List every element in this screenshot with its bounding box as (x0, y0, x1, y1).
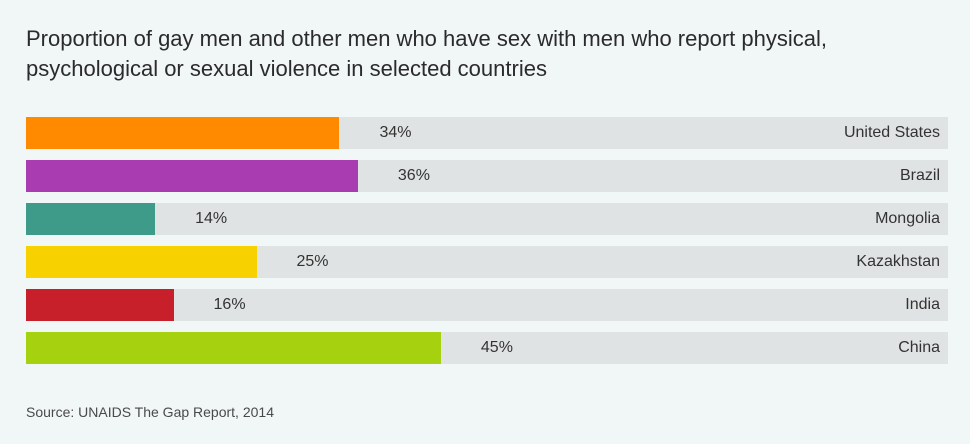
bar-row: 14% Mongolia (26, 203, 948, 235)
bar-row: 45% China (26, 332, 948, 364)
bar (26, 246, 257, 278)
bar-row: 36% Brazil (26, 160, 948, 192)
bar-value-label: 45% (480, 339, 513, 356)
bar (26, 289, 174, 321)
bar-row: 16% India (26, 289, 948, 321)
bar (26, 332, 441, 364)
category-label: Brazil (899, 167, 940, 184)
category-label: Kazakhstan (856, 253, 940, 270)
bar-value-label: 25% (296, 253, 329, 270)
bar-row: 25% Kazakhstan (26, 246, 948, 278)
category-label: Mongolia (875, 210, 940, 227)
category-label: United States (843, 124, 940, 141)
source-note: Source: UNAIDS The Gap Report, 2014 (26, 404, 274, 420)
category-label: China (898, 339, 940, 356)
bar-value-label: 16% (213, 296, 246, 313)
bar (26, 203, 156, 235)
bar-value-label: 36% (397, 167, 430, 184)
bar (26, 117, 340, 149)
bar-row: 34% United States (26, 117, 948, 149)
bar-chart: 34% United States 36% Brazil 14% Mongolia 25% K… (26, 117, 948, 375)
bar-value-label: 34% (379, 124, 412, 141)
bar-value-label: 14% (195, 210, 228, 227)
chart-title: Proportion of gay men and other men who … (26, 26, 827, 81)
category-label: India (905, 296, 940, 313)
bar (26, 160, 358, 192)
